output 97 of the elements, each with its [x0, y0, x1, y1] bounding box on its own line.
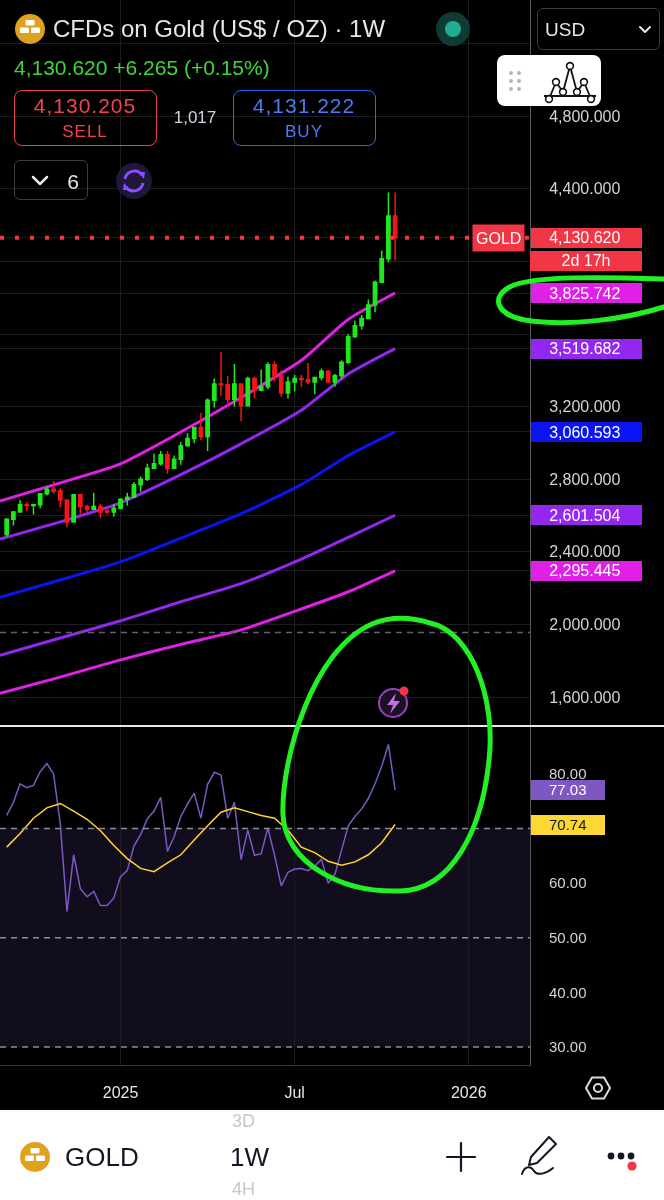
candlestick [51, 480, 56, 495]
candlestick [211, 377, 217, 409]
candlestick [386, 191, 391, 264]
candlestick [298, 374, 304, 388]
candlestick [84, 503, 90, 514]
candlestick [165, 450, 170, 475]
candlestick [118, 497, 123, 510]
candlestick [205, 397, 210, 452]
candlestick [4, 517, 10, 538]
candlestick [232, 363, 237, 408]
candlestick [104, 507, 110, 516]
y-tick-label: 3,200.000 [549, 398, 621, 416]
text: USD [545, 18, 586, 40]
text: 4,130.620 +6.265 (+0.15%) [14, 55, 270, 79]
line-series [0, 291, 397, 503]
y-tick-label: 2,400.000 [549, 543, 621, 561]
y-tick-label: 3,825.742 [549, 284, 621, 302]
candlestick [225, 375, 231, 408]
candlestick [392, 191, 398, 262]
y-tick-label: 4,130.620 [549, 229, 621, 247]
y-tick-label: 2,295.445 [549, 562, 621, 580]
y-tick-label: 1,600.000 [549, 688, 621, 706]
line-series [5, 743, 396, 913]
candlestick [71, 492, 77, 523]
candlestick [332, 373, 338, 388]
x-tick-label: 2026 [450, 1084, 487, 1102]
candlestick [17, 499, 23, 514]
candlestick [24, 501, 30, 512]
candlestick [365, 298, 371, 320]
x-tick-label: Jul [284, 1084, 305, 1102]
candlestick [11, 510, 16, 527]
candlestick [312, 375, 318, 395]
y-tick-label: 80.00 [549, 765, 587, 783]
candlestick [359, 314, 365, 331]
y-tick-label: 70.74 [549, 815, 587, 833]
text: 4H [232, 1179, 256, 1199]
y-tick-label: 60.00 [549, 874, 587, 892]
text: 3D [232, 1111, 256, 1131]
line-series [0, 347, 397, 541]
y-tick-label: 3,060.593 [549, 423, 621, 441]
candlestick [238, 383, 244, 422]
y-tick-label: 2,601.504 [549, 506, 621, 524]
candlestick [185, 432, 190, 448]
candlestick [77, 492, 83, 516]
annotation: 1,017 [173, 107, 217, 127]
candlestick [372, 279, 378, 313]
y-tick-label: 2,000.000 [549, 616, 621, 634]
candlestick [339, 359, 344, 381]
y-tick-label: 4,800.000 [549, 107, 621, 125]
y-tick-label: 30.00 [549, 1038, 587, 1056]
annotation: 6 [67, 169, 79, 193]
candlestick [91, 492, 97, 510]
candlestick [57, 487, 63, 509]
candlestick [352, 319, 358, 339]
annotation: BUY [285, 121, 323, 141]
y-tick-label: 3,519.682 [549, 340, 621, 358]
text: GOLD [65, 1142, 139, 1172]
candlestick [151, 453, 157, 470]
line-series [0, 569, 397, 695]
candlestick [278, 369, 284, 398]
y-tick-label: 40.00 [549, 983, 587, 1001]
candlestick [272, 360, 277, 382]
line-series [5, 802, 396, 873]
candlestick [198, 412, 204, 441]
candlestick [345, 333, 351, 365]
candlestick [111, 502, 117, 518]
candlestick [124, 492, 130, 507]
line-series [0, 430, 397, 599]
candlestick [158, 450, 164, 467]
candlestick [379, 249, 385, 284]
candlestick [144, 463, 150, 482]
y-tick-label: 50.00 [549, 929, 587, 947]
candlestick [305, 362, 311, 385]
candlestick [98, 502, 103, 519]
y-tick-label: 77.03 [549, 781, 587, 799]
candlestick [218, 351, 224, 397]
candlestick [64, 498, 70, 529]
ref-line-label: GOLD [476, 229, 522, 247]
candlestick [325, 369, 331, 384]
candlestick [31, 502, 36, 516]
x-tick-label: 2025 [102, 1084, 139, 1102]
line-series [0, 513, 397, 657]
candlestick [292, 374, 298, 392]
text: 2d 17h [530, 251, 642, 271]
candlestick [319, 367, 324, 382]
candlestick [138, 475, 144, 493]
annotation: 4,131.222 [252, 93, 356, 117]
annotation: 4,130.205 [33, 93, 137, 117]
text: 1W [230, 1142, 269, 1172]
candlestick [252, 375, 257, 400]
text: CFDs on Gold (US$ / OZ) · 1W [53, 15, 386, 42]
candlestick [191, 426, 197, 444]
candlestick [245, 375, 251, 407]
annotation: SELL [62, 121, 108, 141]
y-tick-label: 2,800.000 [549, 470, 621, 488]
y-tick-label: 4,400.000 [549, 180, 621, 198]
candlestick [285, 375, 291, 400]
